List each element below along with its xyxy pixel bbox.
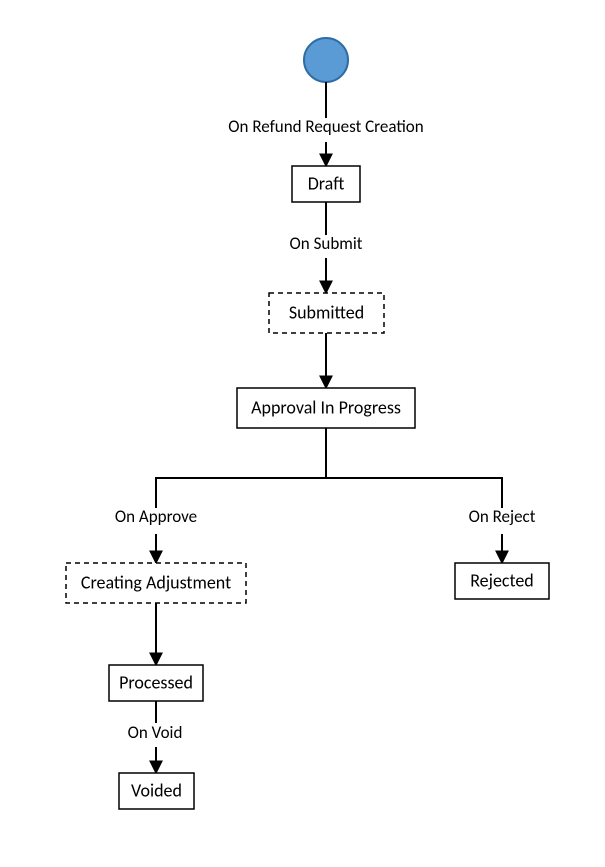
start-node: [304, 38, 348, 82]
edge-label-e_reject: On Reject: [469, 506, 536, 527]
refund-flowchart: Draft Submitted Approval In Progress Creati…: [0, 0, 605, 867]
nodes-group: Draft Submitted Approval In Progress Creati…: [66, 166, 549, 809]
node-label-submitted: Submitted: [289, 301, 364, 323]
edge-label-e_approve: On Approve: [115, 506, 197, 527]
node-label-creating: Creating Adjustment: [81, 571, 231, 593]
node-label-voided: Voided: [131, 779, 182, 801]
node-label-processed: Processed: [119, 671, 193, 693]
node-label-draft: Draft: [308, 172, 345, 194]
node-label-approval: Approval In Progress: [251, 396, 401, 418]
edge-e_appr_split_r: [326, 478, 502, 506]
node-label-rejected: Rejected: [470, 569, 534, 591]
edge-label-e_proc_void: On Void: [128, 722, 183, 743]
edge-label-e_draft_submit: On Submit: [290, 233, 363, 254]
edge-label-e_start_draft: On Refund Request Creation: [228, 116, 423, 137]
edge-e_appr_split: [156, 428, 326, 506]
